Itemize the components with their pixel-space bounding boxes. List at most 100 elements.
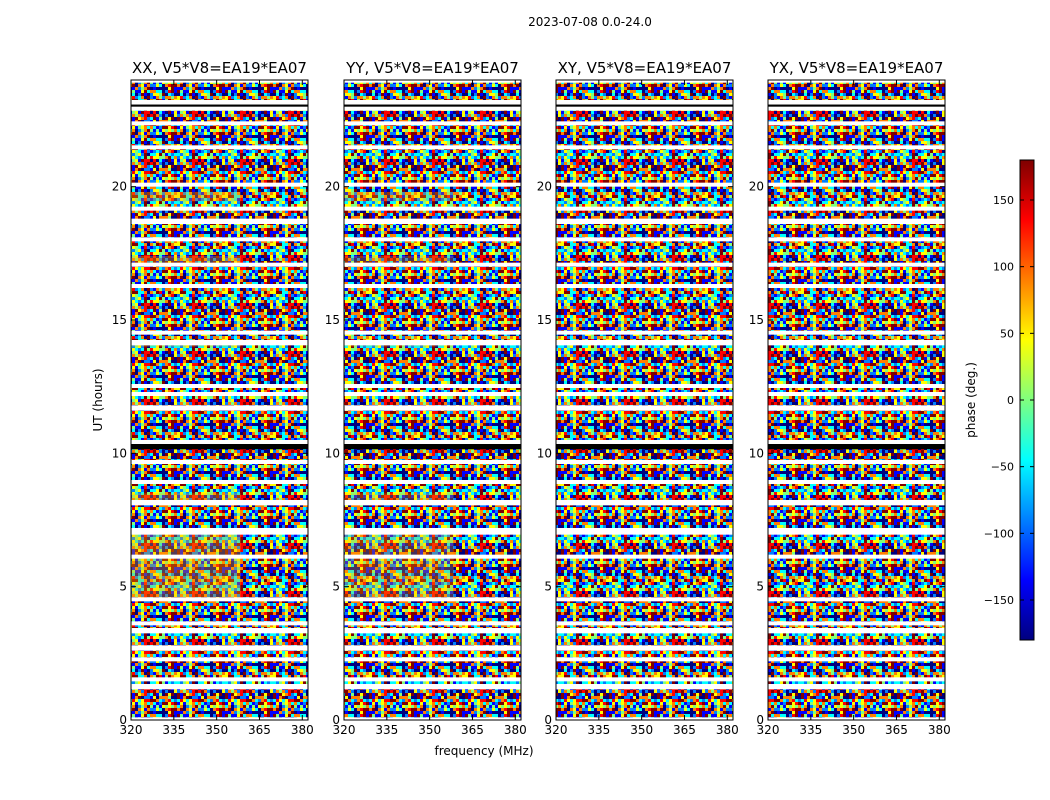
colorbar-tick-label: −50 [991,461,1014,474]
dark-band [344,104,521,107]
panel-1: XX, V5*V8=EA19*EA07 320 335 350 365 380 0 5 10 15… [112,59,314,737]
flagged-band [131,218,308,224]
x-tick-label: 380 [504,723,527,737]
dark-band [768,444,945,450]
flagged-band [344,218,521,224]
flagged-band [344,405,521,411]
flagged-band [344,717,521,720]
flagged-band [556,645,733,651]
flagged-band [344,684,521,690]
colorbar-tick-label: −100 [984,527,1014,540]
panel-frame [343,79,522,721]
y-tick-label: 20 [325,180,340,194]
flagged-band [344,340,521,346]
flagged-band [768,500,945,506]
colorbar-tick-label: 0 [1007,394,1014,407]
flagged-band [768,460,945,464]
flagged-band [344,392,521,396]
flagged-band [768,645,945,651]
panel-frame [555,79,734,721]
flagged-band [344,677,521,682]
flagged-band [344,480,521,484]
x-tick-label: 350 [418,723,441,737]
flagged-band [556,677,733,682]
flagged-band [556,405,733,411]
flagged-band [131,657,308,662]
flagged-band [768,392,945,396]
dark-band [344,444,521,450]
flagged-band [768,597,945,602]
y-tick-label: 0 [119,713,127,727]
y-tick-label: 5 [544,580,552,594]
flagged-band [344,100,521,106]
flagged-band [768,528,945,535]
flagged-band [556,237,733,242]
flagged-band [768,237,945,242]
flagged-band [556,100,733,106]
flagged-band [344,440,521,444]
dark-band [768,104,945,107]
flagged-band [131,440,308,444]
x-tick-label: 320 [545,723,568,737]
flagged-band [556,628,733,634]
colorbar: 150 100 50 0 −50 −100 −150 [984,159,1035,641]
dark-band [131,104,308,107]
flagged-band [768,405,945,411]
flagged-band [131,684,308,690]
flagged-band [344,145,521,150]
flagged-band [556,597,733,602]
flagged-band [768,717,945,720]
y-tick-label: 15 [537,313,552,327]
panels: XX, V5*V8=EA19*EA07 320 335 350 365 380 0 5 10 15… [112,59,951,737]
flagged-band [131,340,308,346]
flagged-band [556,218,733,224]
flagged-band [344,284,521,288]
flagged-band [131,480,308,484]
y-tick-label: 10 [325,446,340,460]
flagged-band [131,528,308,535]
flagged-band [768,182,945,187]
warm-phase-band [344,533,454,600]
flagged-band [768,480,945,484]
flagged-band [344,528,521,535]
flagged-band [556,480,733,484]
y-tick-label: 0 [332,713,340,727]
y-tick-label: 5 [119,580,127,594]
flagged-band [556,657,733,662]
panel-title: XY, V5*V8=EA19*EA07 [558,59,732,77]
x-tick-label: 335 [799,723,822,737]
flagged-band [768,80,945,83]
flagged-band [556,182,733,187]
x-tick-label: 380 [928,723,951,737]
flagged-band [768,145,945,150]
y-tick-label: 10 [537,446,552,460]
flagged-band [344,460,521,464]
flagged-band [344,237,521,242]
flagged-band [344,182,521,187]
flagged-band [768,677,945,682]
y-tick-label: 10 [749,446,764,460]
x-tick-label: 365 [248,723,271,737]
flagged-band [344,628,521,634]
flagged-band [768,340,945,346]
warm-phase-band [131,192,241,202]
panel-title: YY, V5*V8=EA19*EA07 [345,59,519,77]
warm-phase-band [131,493,241,502]
flagged-band [768,284,945,288]
flagged-band [344,500,521,506]
flagged-band [556,340,733,346]
x-tick-label: 335 [375,723,398,737]
flagged-band [556,717,733,720]
dark-band [131,444,308,450]
x-tick-label: 380 [716,723,739,737]
flagged-band [768,554,945,559]
flagged-band [344,262,521,267]
flagged-band [556,330,733,335]
panel-2: YY, V5*V8=EA19*EA07 320 335 350 365 380 0 5 10 15… [325,59,527,737]
flagged-band [131,330,308,335]
x-tick-label: 335 [162,723,185,737]
flagged-band [131,597,308,602]
flagged-band [131,182,308,187]
x-tick-label: 365 [673,723,696,737]
x-tick-label: 365 [461,723,484,737]
